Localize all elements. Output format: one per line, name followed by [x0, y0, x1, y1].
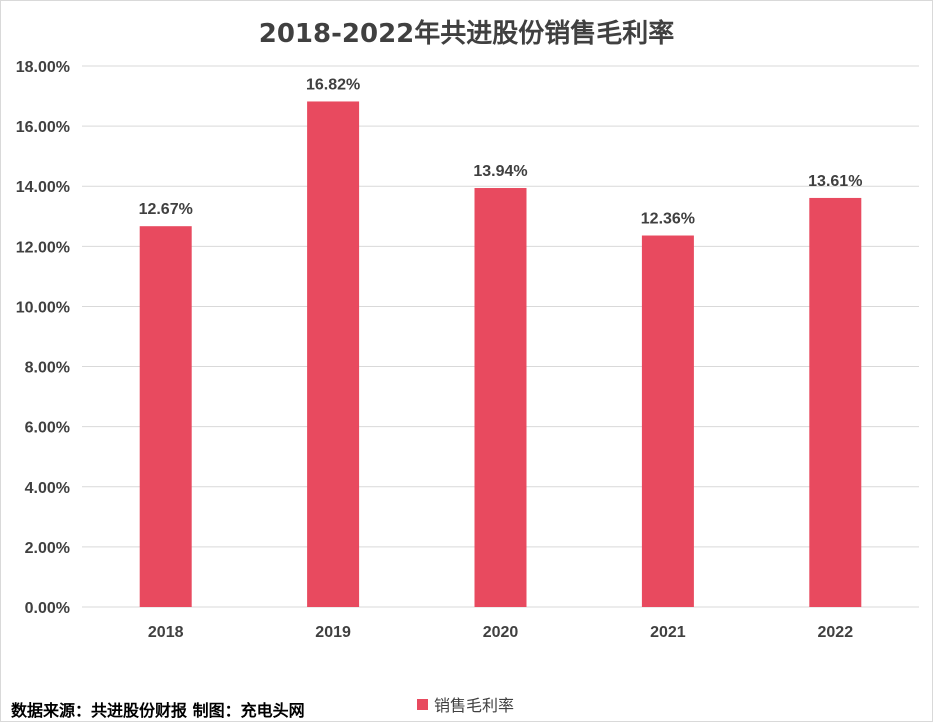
x-tick-label: 2021 [650, 624, 686, 641]
y-axis-ticks: 0.00% 2.00% 4.00% 6.00% 8.00% 10.00% 12.00% 14.… [16, 59, 70, 617]
y-tick-label: 0.00% [25, 600, 70, 617]
legend-label: 销售毛利率 [434, 696, 515, 715]
chart-title: 2018-2022年共进股份销售毛利率 [258, 19, 675, 49]
y-tick-label: 18.00% [16, 59, 70, 76]
x-tick-label: 2022 [818, 624, 854, 641]
data-label-2022: 13.61% [808, 173, 862, 190]
y-tick-label: 6.00% [25, 420, 70, 437]
y-tick-label: 12.00% [16, 239, 70, 256]
y-tick-label: 14.00% [16, 179, 70, 196]
y-tick-label: 10.00% [16, 299, 70, 316]
bar-2018 [139, 226, 192, 607]
bar-2020 [474, 188, 527, 607]
legend-swatch [417, 698, 428, 710]
y-tick-label: 8.00% [25, 360, 70, 377]
bars [139, 101, 862, 608]
y-tick-label: 4.00% [25, 480, 70, 497]
y-tick-label: 16.00% [16, 119, 70, 136]
data-label-2021: 12.36% [641, 211, 695, 228]
bar-2021 [641, 235, 694, 607]
y-tick-label: 2.00% [25, 540, 70, 557]
x-tick-label: 2019 [315, 624, 351, 641]
x-axis-ticks: 2018 2019 2020 2021 2022 [148, 624, 853, 641]
data-label-2018: 12.67% [139, 201, 193, 218]
data-label-2020: 13.94% [473, 163, 527, 180]
bar-2022 [809, 197, 862, 607]
data-label-2019: 16.82% [306, 76, 360, 93]
x-tick-label: 2020 [483, 624, 519, 641]
data-labels: 12.67% 16.82% 13.94% 12.36% 13.61% [139, 76, 863, 227]
bar-2019 [307, 101, 360, 608]
legend: 销售毛利率 [417, 692, 514, 716]
x-tick-label: 2018 [148, 624, 184, 641]
source-note: 数据来源：共进股份财报 制图：充电头网 [11, 701, 305, 720]
